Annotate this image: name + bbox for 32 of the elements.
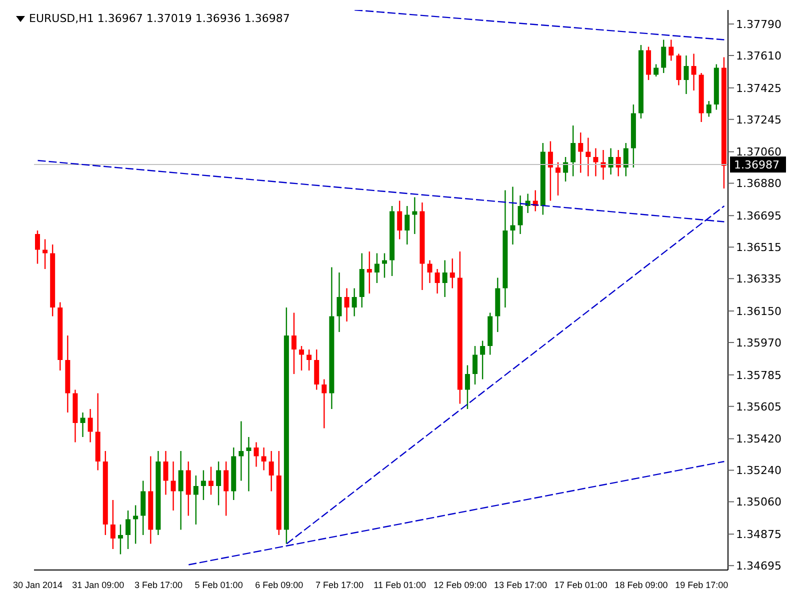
y-tick-label: 1.35420 [736,432,782,446]
y-tick-label: 1.36880 [736,177,782,190]
x-tick-label: 31 Jan 09:00 [72,580,124,590]
x-tick-label: 5 Feb 01:00 [194,580,243,590]
x-tick-label: 6 Feb 09:00 [255,580,304,590]
x-tick-label: 13 Feb 17:00 [494,580,548,590]
y-tick-label: 1.36150 [736,304,782,318]
x-tick-label: 12 Feb 09:00 [434,580,487,590]
y-tick-label: 1.36695 [736,210,782,223]
y-tick-label: 1.37425 [736,82,782,95]
x-tick-label: 7 Feb 17:00 [315,580,364,590]
y-tick-label: 1.36515 [736,241,782,254]
y-tick-label: 1.35240 [736,464,782,478]
y-tick-label: 1.34875 [736,528,782,542]
y-tick-label: 1.35605 [736,400,782,414]
x-tick-label: 3 Feb 17:00 [134,580,182,590]
y-tick-label: 1.35785 [736,368,782,382]
y-tick-label: 1.37610 [736,49,782,62]
y-tick-label: 1.37790 [736,18,782,31]
y-tick-label: 1.36335 [736,272,782,286]
x-tick-label: 19 Feb 17:00 [675,580,728,590]
x-tick-label: 17 Feb 01:00 [554,580,608,590]
y-tick-label: 1.35060 [736,496,782,509]
y-tick-label: 1.35970 [736,336,782,350]
x-tick-label: 11 Feb 01:00 [374,580,426,590]
chart-title: EURUSD,H1 1.36967 1.37019 1.36936 1.36987 [29,12,290,25]
x-tick-label: 18 Feb 09:00 [614,580,668,590]
ref-line-label: 1.36987 [734,158,780,172]
y-tick-label: 1.34695 [736,560,782,573]
x-tick-label: 30 Jan 2014 [13,580,63,590]
y-tick-label: 1.37060 [736,146,782,159]
y-tick-label: 1.37245 [736,113,782,126]
